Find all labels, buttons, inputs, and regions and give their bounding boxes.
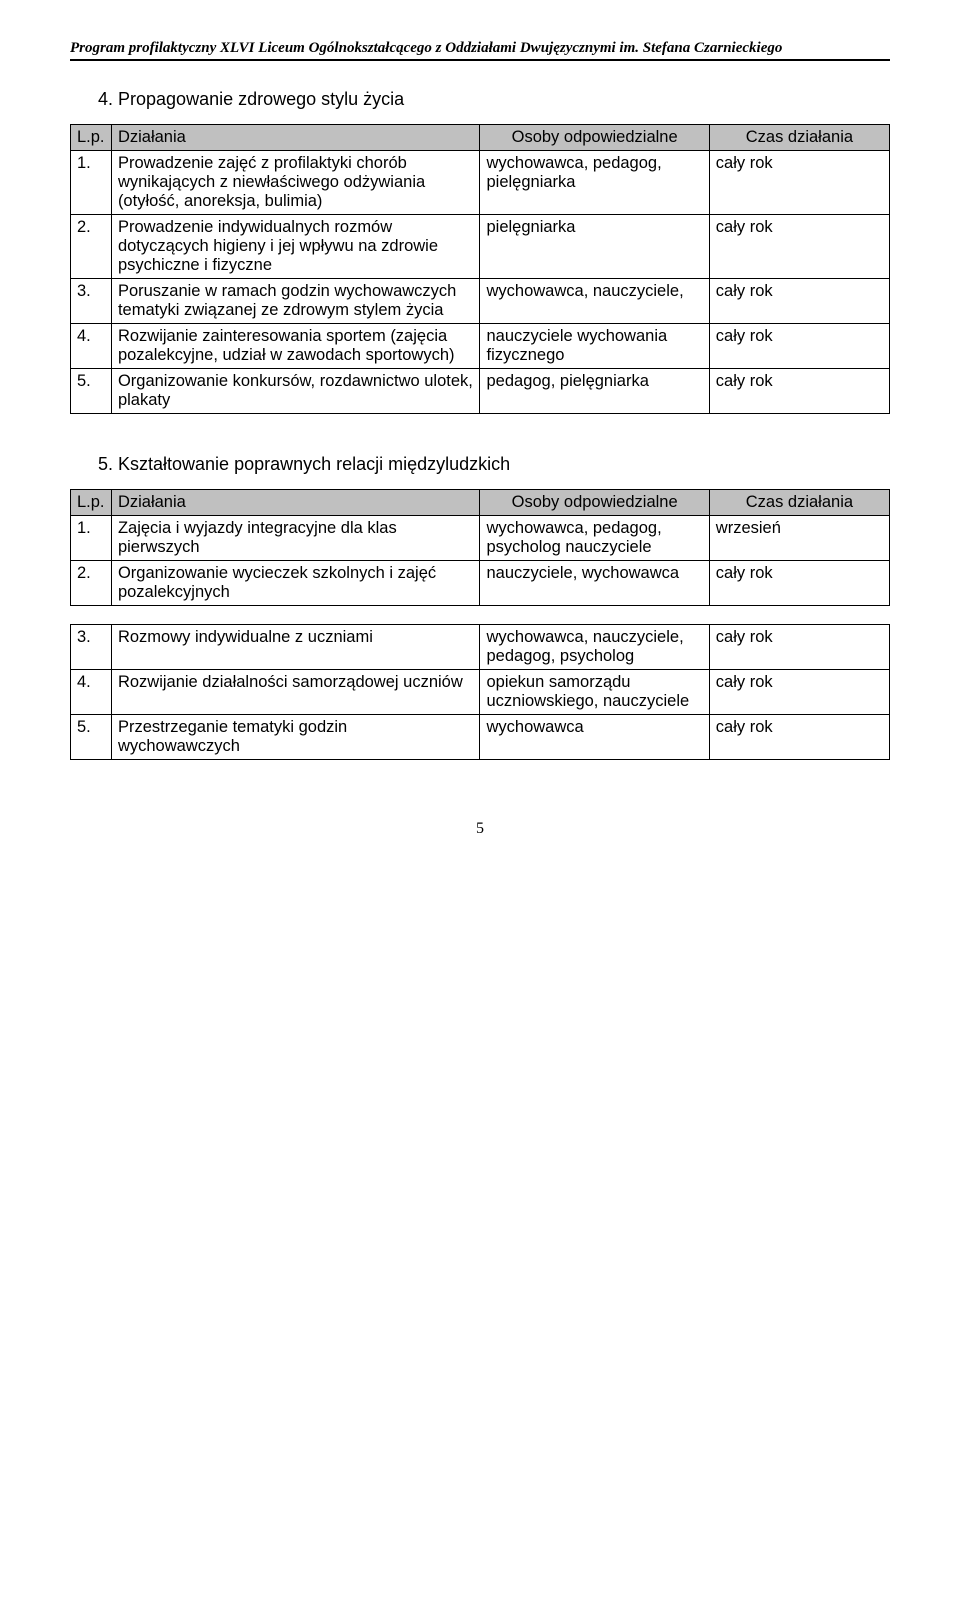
- cell-action: Prowadzenie zajęć z profilaktyki chorób …: [111, 151, 480, 215]
- cell-action: Poruszanie w ramach godzin wychowawczych…: [111, 279, 480, 324]
- cell-lp: 1.: [71, 516, 112, 561]
- cell-action: Organizowanie konkursów, rozdawnictwo ul…: [111, 369, 480, 414]
- table-row: 1. Prowadzenie zajęć z profilaktyki chor…: [71, 151, 890, 215]
- cell-responsible: nauczyciele, wychowawca: [480, 561, 709, 606]
- table-row: 2. Prowadzenie indywidualnych rozmów dot…: [71, 215, 890, 279]
- cell-time: cały rok: [709, 670, 889, 715]
- table-header-row: L.p. Działania Osoby odpowiedzialne Czas…: [71, 490, 890, 516]
- cell-lp: 3.: [71, 279, 112, 324]
- cell-lp: 4.: [71, 324, 112, 369]
- page-number: 5: [70, 820, 890, 838]
- table-row: 3. Poruszanie w ramach godzin wychowawcz…: [71, 279, 890, 324]
- cell-responsible: wychowawca, pedagog, psycholog nauczycie…: [480, 516, 709, 561]
- col-actions-header: Działania: [111, 490, 480, 516]
- cell-time: cały rok: [709, 625, 889, 670]
- cell-action: Rozwijanie zainteresowania sportem (zaję…: [111, 324, 480, 369]
- cell-time: wrzesień: [709, 516, 889, 561]
- section-5-heading: 5. Kształtowanie poprawnych relacji międ…: [98, 454, 890, 475]
- section-5-table-a: L.p. Działania Osoby odpowiedzialne Czas…: [70, 489, 890, 606]
- table-row: 5. Organizowanie konkursów, rozdawnictwo…: [71, 369, 890, 414]
- cell-action: Rozwijanie działalności samorządowej ucz…: [111, 670, 480, 715]
- cell-action: Rozmowy indywidualne z uczniami: [111, 625, 480, 670]
- cell-time: cały rok: [709, 151, 889, 215]
- cell-time: cały rok: [709, 561, 889, 606]
- cell-lp: 3.: [71, 625, 112, 670]
- cell-lp: 1.: [71, 151, 112, 215]
- cell-lp: 5.: [71, 715, 112, 760]
- table-row: 4. Rozwijanie zainteresowania sportem (z…: [71, 324, 890, 369]
- section-4-table: L.p. Działania Osoby odpowiedzialne Czas…: [70, 124, 890, 414]
- col-time-header: Czas działania: [709, 490, 889, 516]
- table-row: 4. Rozwijanie działalności samorządowej …: [71, 670, 890, 715]
- cell-lp: 4.: [71, 670, 112, 715]
- cell-action: Organizowanie wycieczek szkolnych i zaję…: [111, 561, 480, 606]
- col-lp-header: L.p.: [71, 125, 112, 151]
- col-responsible-header: Osoby odpowiedzialne: [480, 125, 709, 151]
- col-time-header: Czas działania: [709, 125, 889, 151]
- cell-time: cały rok: [709, 215, 889, 279]
- table-row: 1. Zajęcia i wyjazdy integracyjne dla kl…: [71, 516, 890, 561]
- col-responsible-header: Osoby odpowiedzialne: [480, 490, 709, 516]
- page-header-title: Program profilaktyczny XLVI Liceum Ogóln…: [70, 40, 890, 61]
- cell-responsible: wychowawca, pedagog, pielęgniarka: [480, 151, 709, 215]
- cell-responsible: pedagog, pielęgniarka: [480, 369, 709, 414]
- cell-responsible: wychowawca: [480, 715, 709, 760]
- cell-action: Przestrzeganie tematyki godzin wychowawc…: [111, 715, 480, 760]
- section-5-table-b: 3. Rozmowy indywidualne z uczniami wycho…: [70, 624, 890, 760]
- table-row: 2. Organizowanie wycieczek szkolnych i z…: [71, 561, 890, 606]
- table-row: 3. Rozmowy indywidualne z uczniami wycho…: [71, 625, 890, 670]
- table-header-row: L.p. Działania Osoby odpowiedzialne Czas…: [71, 125, 890, 151]
- cell-responsible: nauczyciele wychowania fizycznego: [480, 324, 709, 369]
- section-4-heading: 4. Propagowanie zdrowego stylu życia: [98, 89, 890, 110]
- cell-lp: 5.: [71, 369, 112, 414]
- cell-responsible: wychowawca, nauczyciele, pedagog, psycho…: [480, 625, 709, 670]
- table-row: 5. Przestrzeganie tematyki godzin wychow…: [71, 715, 890, 760]
- cell-action: Prowadzenie indywidualnych rozmów dotycz…: [111, 215, 480, 279]
- cell-responsible: pielęgniarka: [480, 215, 709, 279]
- cell-responsible: opiekun samorządu uczniowskiego, nauczyc…: [480, 670, 709, 715]
- col-lp-header: L.p.: [71, 490, 112, 516]
- cell-time: cały rok: [709, 324, 889, 369]
- cell-time: cały rok: [709, 369, 889, 414]
- cell-time: cały rok: [709, 715, 889, 760]
- cell-lp: 2.: [71, 215, 112, 279]
- col-actions-header: Działania: [111, 125, 480, 151]
- cell-action: Zajęcia i wyjazdy integracyjne dla klas …: [111, 516, 480, 561]
- cell-lp: 2.: [71, 561, 112, 606]
- cell-responsible: wychowawca, nauczyciele,: [480, 279, 709, 324]
- cell-time: cały rok: [709, 279, 889, 324]
